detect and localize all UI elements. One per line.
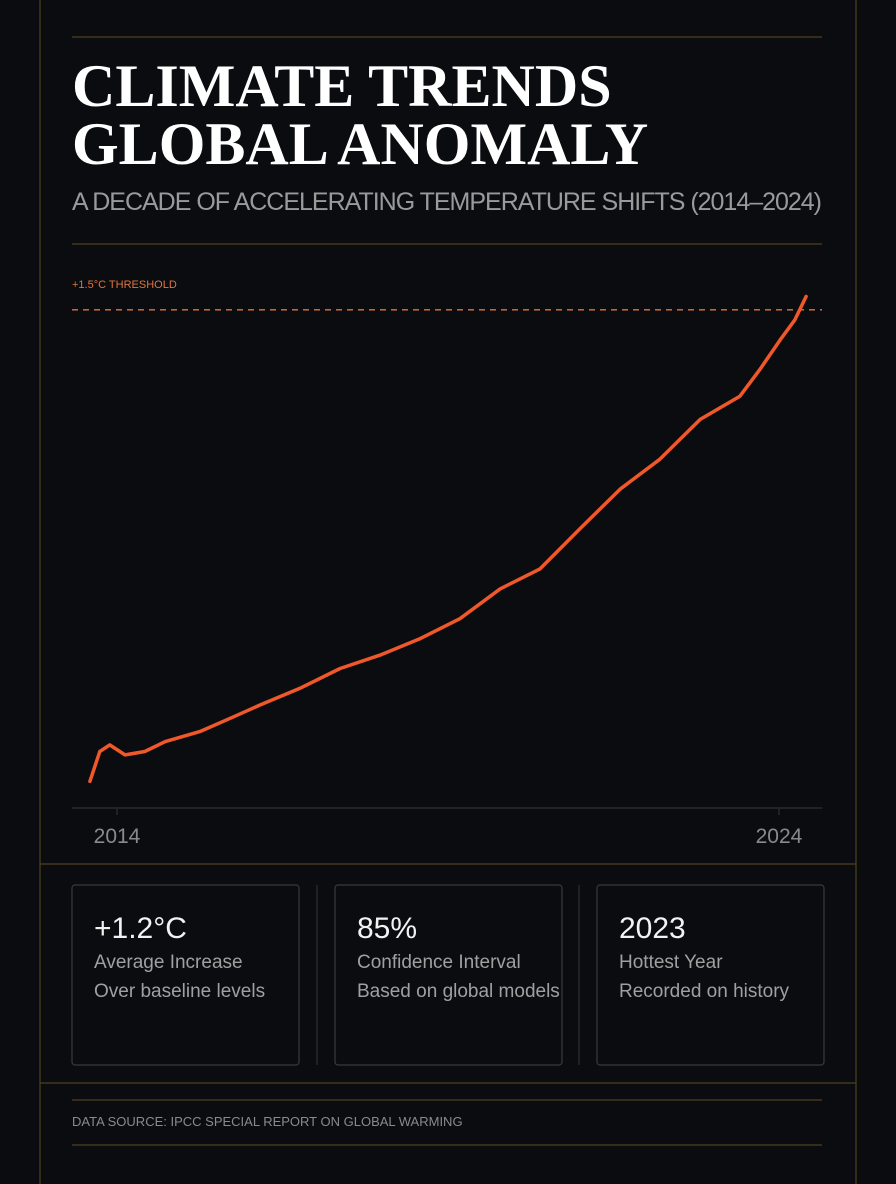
stat-card: [596, 884, 825, 1066]
stat-value: 85%: [357, 912, 417, 945]
stat-label: Average Increase: [94, 952, 243, 973]
x-tick-label: 2014: [94, 825, 141, 848]
threshold-label: +1.5°C THRESHOLD: [72, 279, 177, 291]
stat-note: Based on global models: [357, 981, 560, 1002]
source: DATA SOURCE: IPCC SPECIAL REPORT ON GLOB…: [72, 1114, 463, 1129]
stat-note: Over baseline levels: [94, 981, 265, 1002]
subtitle: A DECADE OF ACCELERATING TEMPERATURE SHI…: [72, 188, 822, 216]
stat-value: 2023: [619, 912, 686, 945]
stat-value: +1.2°C: [94, 912, 187, 945]
title: CLIMATE TRENDS: [72, 53, 612, 119]
title: GLOBAL ANOMALY: [72, 111, 648, 177]
stat-label: Confidence Interval: [357, 952, 521, 973]
stat-card: [334, 884, 563, 1066]
stat-label: Hottest Year: [619, 952, 723, 973]
x-tick-label: 2024: [756, 825, 803, 848]
stat-card: [71, 884, 300, 1066]
stat-note: Recorded on history: [619, 981, 790, 1002]
trend-line: [88, 294, 808, 784]
